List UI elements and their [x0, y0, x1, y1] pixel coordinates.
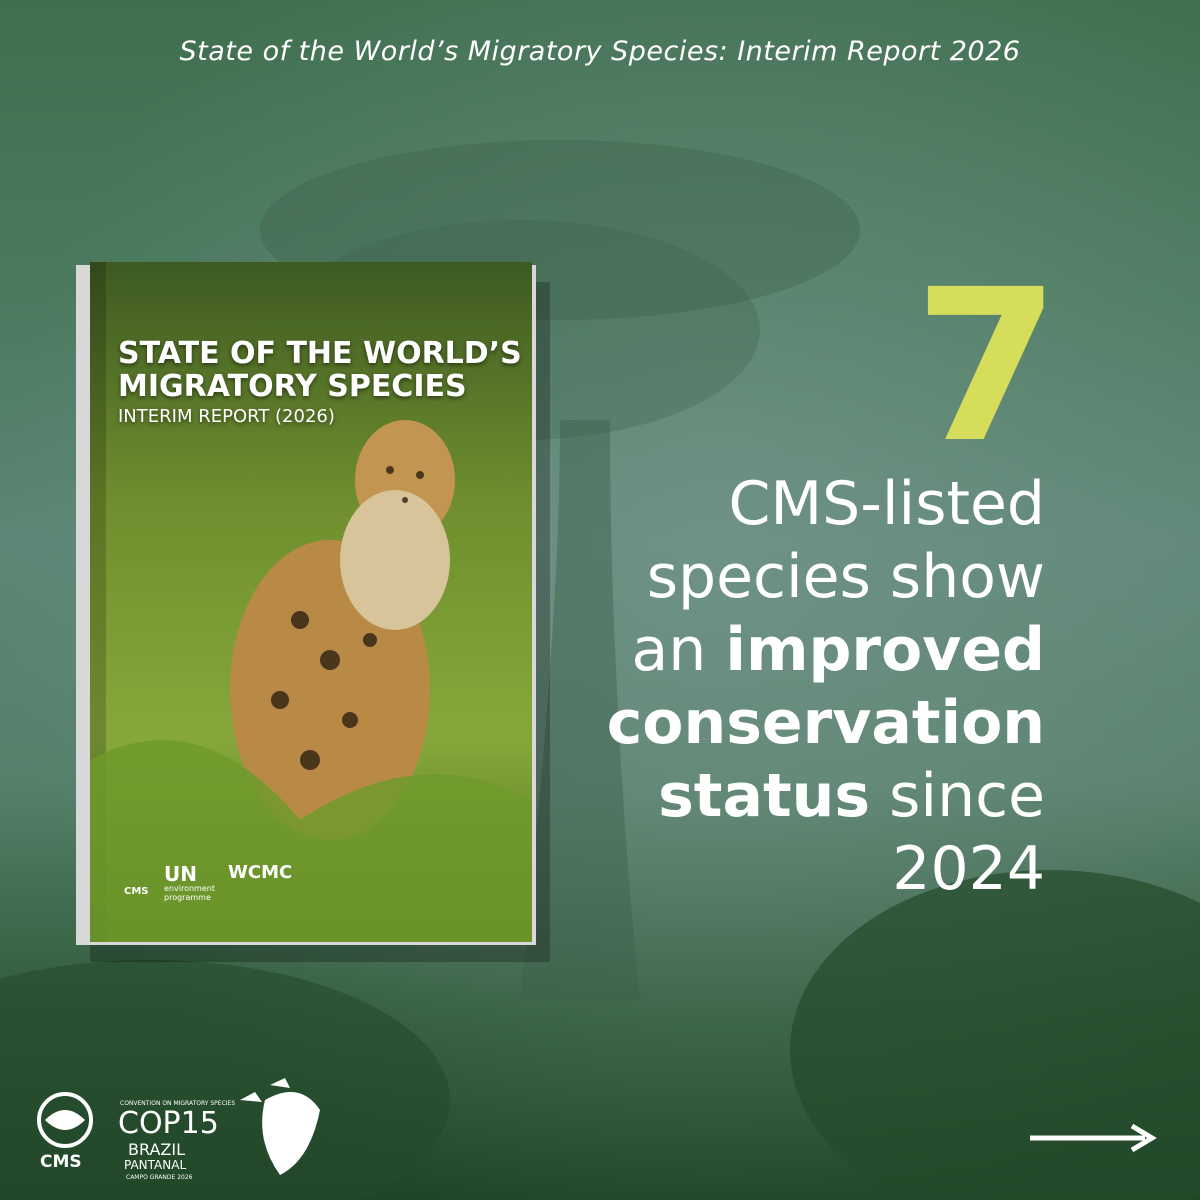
footer-region: PANTANAL: [124, 1158, 187, 1172]
statement-line: species show: [485, 541, 1045, 614]
footer-cop: COP15: [118, 1106, 219, 1141]
statement-segment: CMS-listed: [728, 469, 1045, 539]
footer-cms: CMS: [40, 1152, 82, 1172]
statement-line: an improved: [485, 614, 1045, 687]
stat-number: 7: [913, 244, 1060, 489]
header-title: State of the World’s Migratory Species: …: [179, 36, 1021, 67]
statement-segment: conservation: [606, 688, 1045, 758]
cover-logo-wcmc: WCMC: [228, 862, 293, 883]
statement-segment: 2024: [892, 834, 1045, 904]
statement-segment: improved: [725, 615, 1045, 685]
statement-line: conservation: [485, 687, 1045, 760]
statement-segment: status: [658, 761, 871, 831]
cover-title: STATE OF THE WORLD’S: [118, 336, 522, 371]
footer-city: CAMPO GRANDE 2026: [126, 1174, 193, 1181]
footer-country: BRAZIL: [128, 1140, 185, 1159]
cover-title: MIGRATORY SPECIES: [118, 369, 467, 404]
footer-cop-caption: CONVENTION ON MIGRATORY SPECIES: [120, 1100, 236, 1107]
statement-segment: since: [870, 761, 1045, 831]
cover-logo-cms: CMS: [124, 886, 149, 897]
cover-logo-un: UN: [164, 862, 197, 886]
statement-line: CMS-listed: [485, 468, 1045, 541]
statement-line: 2024: [485, 833, 1045, 906]
cover-subtitle: INTERIM REPORT (2026): [118, 406, 335, 427]
statement-segment: an: [631, 615, 726, 685]
cover-logo-unep: environment programme: [164, 884, 215, 902]
statement-line: status since: [485, 760, 1045, 833]
statement-segment: species show: [646, 542, 1045, 612]
stat-statement: CMS-listed species show an improved conserv…: [485, 468, 1045, 906]
